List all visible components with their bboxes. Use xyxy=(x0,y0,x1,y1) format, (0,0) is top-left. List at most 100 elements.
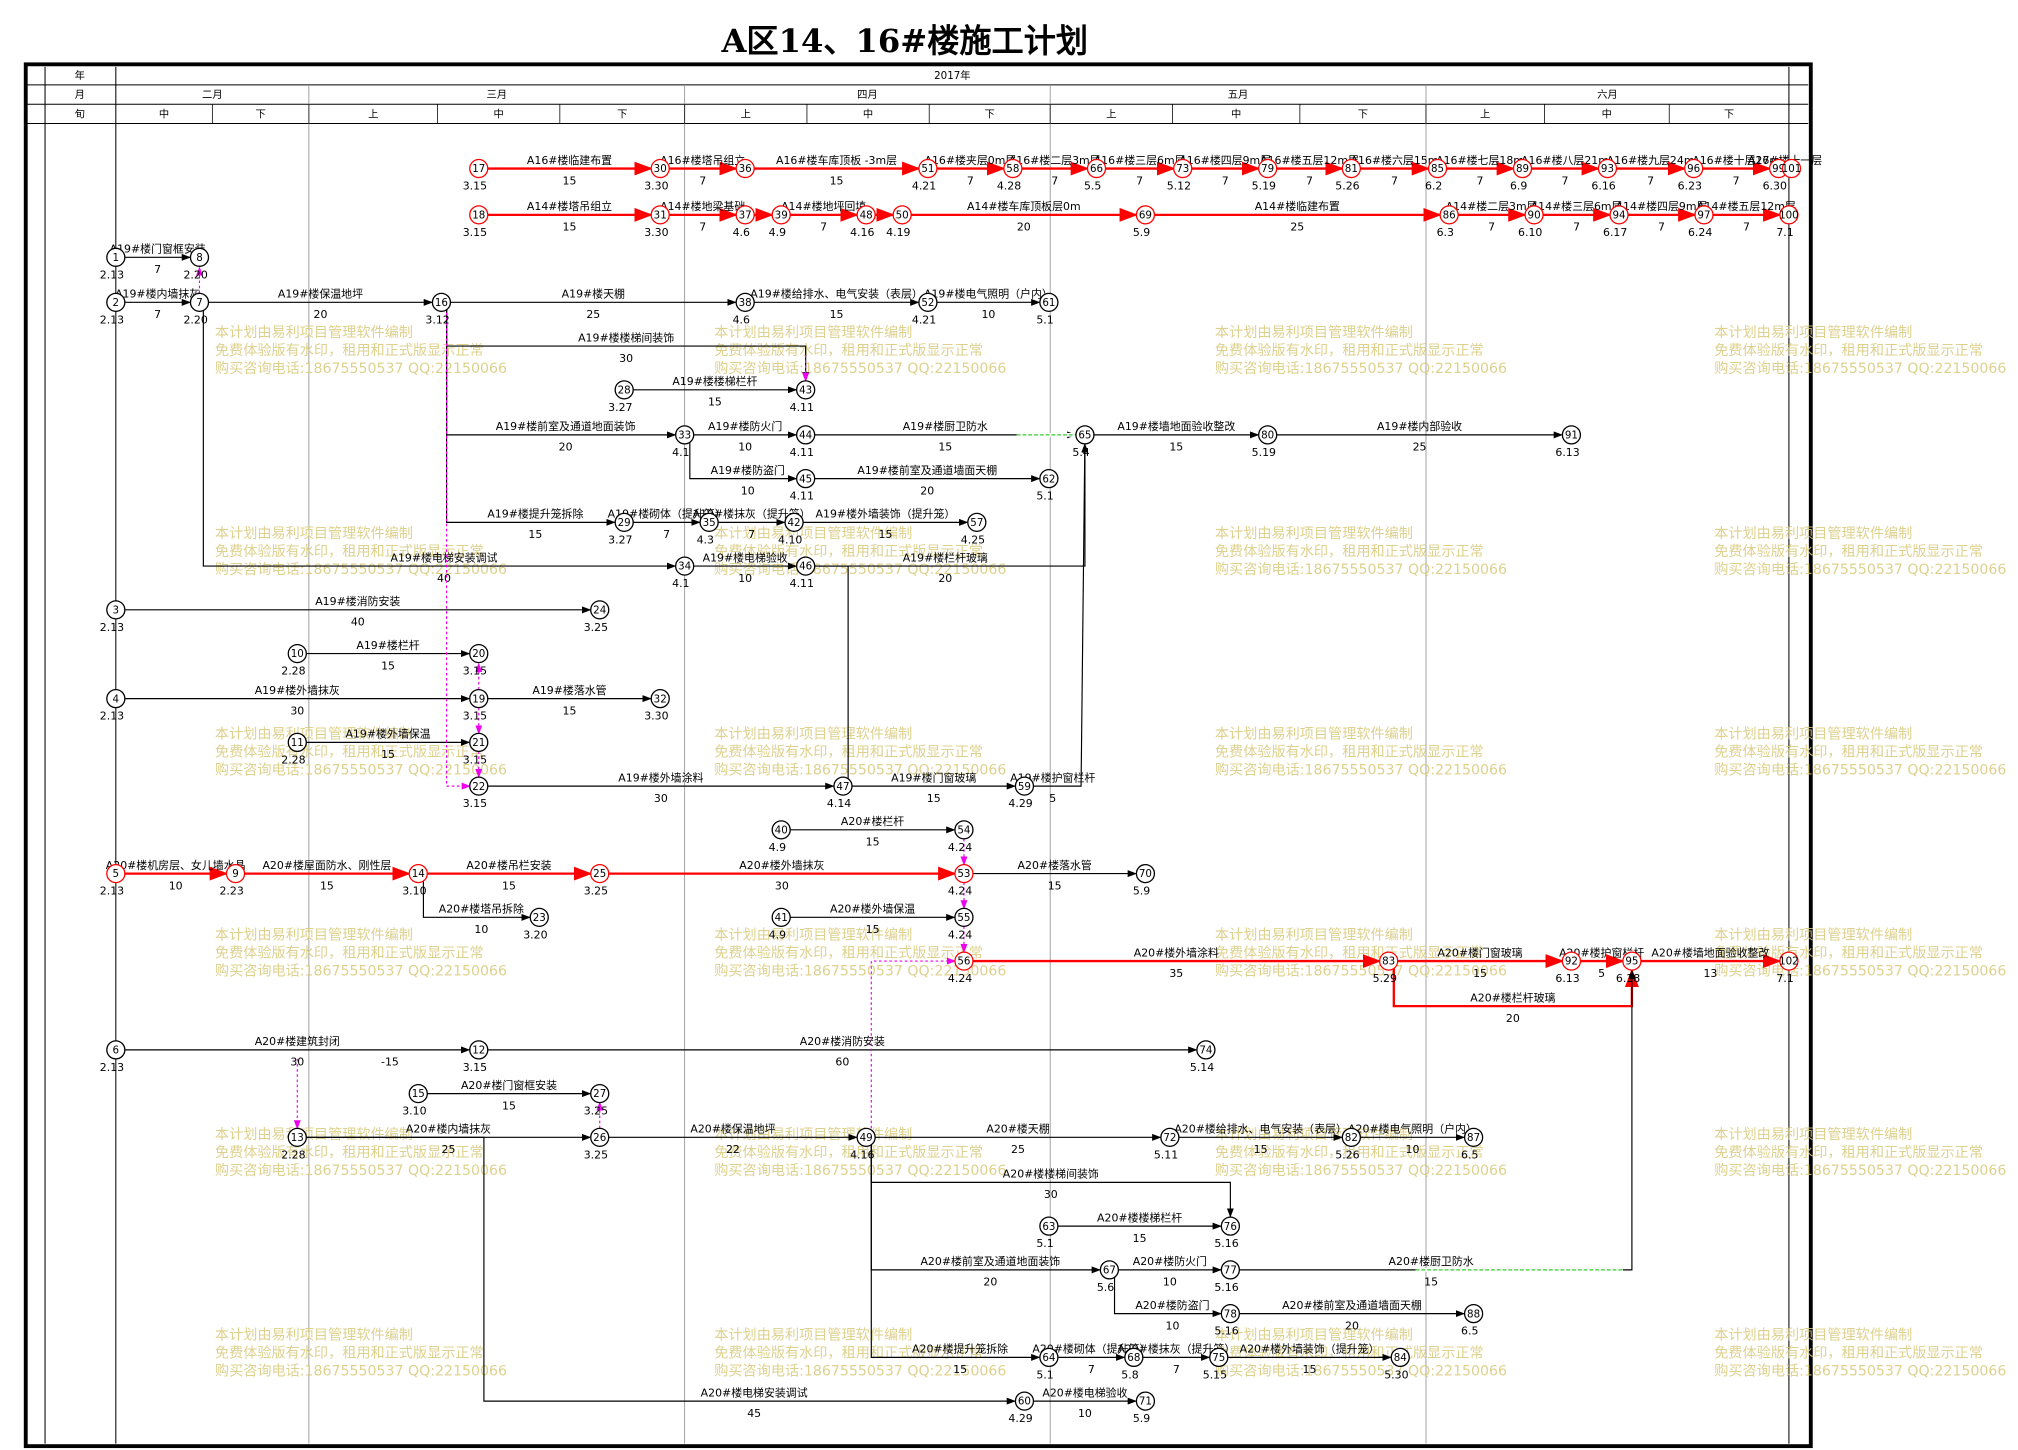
watermark: 免费体验版有水印，租用和正式版显示正常 xyxy=(215,1346,484,1362)
watermark: 本计划由易利项目管理软件编制 xyxy=(215,1127,413,1143)
activity-label: A16#楼八层21m xyxy=(1521,153,1609,167)
node-date: 4.11 xyxy=(790,490,814,503)
node-id: 72 xyxy=(1163,1132,1176,1144)
watermark: 免费体验版有水印，租用和正式版显示正常 xyxy=(215,745,484,761)
period: 下 xyxy=(617,109,627,121)
node-id: 3 xyxy=(113,604,120,616)
activity-label: A19#楼砌体（提升笼） xyxy=(608,507,726,521)
node-date: 4.11 xyxy=(790,401,814,414)
node-date: 3.10 xyxy=(402,885,426,898)
node xyxy=(650,688,670,709)
node-date: 5.12 xyxy=(1167,180,1191,193)
activity-duration: 7 xyxy=(1647,174,1654,187)
node-id: 81 xyxy=(1345,163,1358,175)
node-id: 61 xyxy=(1042,297,1055,309)
node-id: 22 xyxy=(472,781,485,793)
node-id: 20 xyxy=(472,648,485,660)
node-id: 90 xyxy=(1528,210,1541,222)
node xyxy=(796,380,816,400)
node xyxy=(954,951,974,971)
node-date: 3.15 xyxy=(463,180,487,193)
watermark: 本计划由易利项目管理软件编制 xyxy=(215,325,413,341)
node-id: 97 xyxy=(1697,210,1710,222)
node xyxy=(918,158,938,179)
node-id: 38 xyxy=(739,297,752,309)
node-id: 33 xyxy=(678,430,691,442)
node-date: 4.1 xyxy=(672,577,689,590)
period: 下 xyxy=(255,109,265,121)
node xyxy=(1124,1347,1144,1368)
node-date: 7.1 xyxy=(1776,972,1793,985)
node-id: 62 xyxy=(1042,473,1055,485)
node xyxy=(1341,158,1361,179)
node-id: 82 xyxy=(1345,1132,1358,1144)
node-id: 39 xyxy=(775,210,788,222)
dummy-link xyxy=(870,957,957,1129)
node-date: 2.28 xyxy=(281,753,305,766)
node xyxy=(287,732,307,753)
node-id: 7 xyxy=(196,297,203,309)
node-id: 79 xyxy=(1261,163,1274,175)
node-id: 89 xyxy=(1516,163,1529,175)
watermark: 购买咨询电话:18675550537 QQ:22150066 xyxy=(714,361,1006,377)
node-id: 78 xyxy=(1224,1308,1237,1320)
activity-label: A16#楼二层3m层 xyxy=(1009,153,1101,167)
node-id: 42 xyxy=(788,517,801,529)
node xyxy=(1160,1127,1180,1148)
node xyxy=(892,205,912,225)
title: A区14、16#楼施工计划 xyxy=(720,22,1088,60)
node xyxy=(1075,425,1095,445)
activity-duration: 15 xyxy=(1424,1276,1438,1289)
node-id: 67 xyxy=(1103,1265,1116,1277)
node-id: 59 xyxy=(1018,781,1031,793)
activity-arrow xyxy=(1033,443,1089,787)
node-date: 3.25 xyxy=(584,885,608,898)
node-id: 69 xyxy=(1139,210,1152,222)
node-id: 86 xyxy=(1443,210,1456,222)
node xyxy=(1622,951,1642,971)
row-header: 旬 xyxy=(75,108,85,121)
node xyxy=(1258,158,1278,179)
watermark: 购买咨询电话:18675550537 QQ:22150066 xyxy=(1714,963,2006,979)
node-id: 75 xyxy=(1212,1352,1225,1364)
node-date: 6.24 xyxy=(1688,226,1712,239)
activity-duration: 30 xyxy=(290,704,304,717)
node-id: 48 xyxy=(860,210,873,222)
node-date: 5.9 xyxy=(1133,1412,1150,1425)
activity-duration: 25 xyxy=(1413,441,1427,454)
node-date: 5.19 xyxy=(1252,446,1276,459)
node-date: 2.13 xyxy=(100,885,124,898)
watermark: 免费体验版有水印，租用和正式版显示正常 xyxy=(1215,544,1484,560)
activity-duration: 7 xyxy=(1136,174,1143,187)
node-date: 4.21 xyxy=(912,180,936,193)
watermark: 免费体验版有水印，租用和正式版显示正常 xyxy=(1215,745,1484,761)
node-date: 5.5 xyxy=(1084,180,1101,193)
activity-duration: 15 xyxy=(866,836,880,849)
node-id: 47 xyxy=(836,781,849,793)
node-date: 4.24 xyxy=(948,841,972,854)
node xyxy=(529,907,549,927)
node xyxy=(1609,205,1629,225)
activity-duration: 7 xyxy=(820,221,827,234)
node-id: 40 xyxy=(775,825,788,837)
node-id: 29 xyxy=(618,517,631,529)
node-id: 2 xyxy=(113,297,120,309)
node-id: 87 xyxy=(1467,1132,1480,1144)
watermark: 本计划由易利项目管理软件编制 xyxy=(215,526,413,542)
activity-label: A20#楼落水管 xyxy=(1018,858,1092,872)
activity-duration: 15 xyxy=(381,659,395,672)
node-id: 54 xyxy=(957,825,970,837)
activity-label: A20#楼天棚 xyxy=(986,1122,1049,1136)
watermark: 购买咨询电话:18675550537 QQ:22150066 xyxy=(714,763,1006,779)
activity-label: A20#楼抹灰（提升笼） xyxy=(1117,1342,1235,1356)
node xyxy=(106,247,126,267)
activity-duration: 30 xyxy=(290,1056,304,1069)
node xyxy=(954,820,974,840)
node-date: 6.16 xyxy=(1591,180,1615,193)
node-id: 53 xyxy=(957,868,970,880)
node-id: 16 xyxy=(435,297,448,309)
node-id: 13 xyxy=(291,1132,304,1144)
node-id: 21 xyxy=(472,737,485,749)
node xyxy=(1779,205,1799,225)
